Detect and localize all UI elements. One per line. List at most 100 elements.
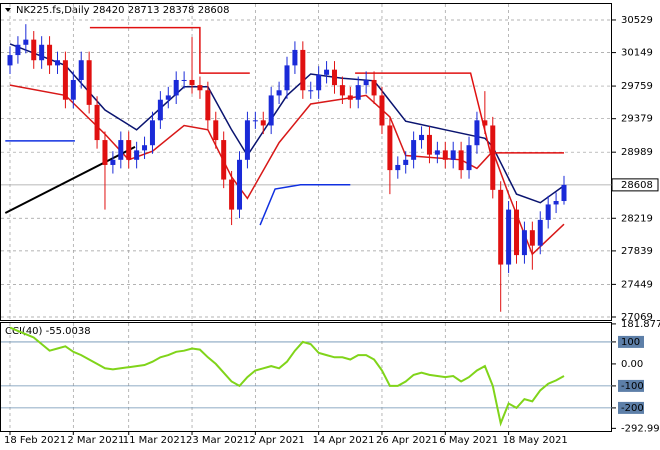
candle-body (110, 159, 116, 165)
last-high: 28713 (128, 5, 160, 16)
y-tick-label: 100 (621, 337, 640, 348)
candle-body (94, 104, 100, 141)
candle-body (545, 204, 551, 220)
candle-body (197, 85, 203, 91)
candle-body (126, 140, 132, 160)
candle-body (260, 120, 266, 126)
y-tick-label: 27839 (621, 246, 653, 257)
candle-body (514, 209, 520, 256)
candle-body (506, 209, 512, 265)
indicator-title: CCI(40) -55.0038 (5, 326, 91, 337)
candle-body (213, 120, 219, 141)
candle-body (23, 39, 29, 45)
candle-body (426, 134, 432, 155)
candle-body (276, 90, 282, 96)
last-close: 28608 (198, 5, 230, 16)
x-tick-label: 2 Apr 2021 (249, 435, 304, 446)
y-tick-label: 29379 (621, 114, 653, 125)
candle-body (47, 44, 53, 66)
candle-body (521, 230, 527, 256)
candle-body (221, 140, 227, 180)
candle-body (324, 69, 330, 75)
candle-body (308, 90, 314, 92)
candle-body (331, 69, 337, 86)
candle-body (39, 44, 45, 61)
candle-body (498, 189, 504, 265)
candle-body (300, 49, 306, 91)
line (9, 84, 565, 256)
main-frame (0, 3, 612, 321)
candle-body (244, 120, 250, 160)
candle-body (149, 120, 155, 146)
y-tick-label: 27069 (621, 312, 653, 323)
candle-body (466, 145, 472, 171)
candle-body (157, 99, 163, 121)
candle-body (474, 120, 480, 146)
candle-body (118, 140, 124, 160)
y-tick-label: 28989 (621, 147, 653, 158)
line (5, 140, 351, 226)
candle-body (355, 85, 361, 100)
candle-body (529, 230, 535, 246)
x-tick-label: 23 Mar 2021 (186, 435, 249, 446)
candle-body (411, 140, 417, 160)
y-tick-label: 30529 (621, 15, 653, 26)
candle-body (419, 134, 425, 141)
candle-body (142, 145, 148, 151)
level-box (618, 335, 644, 348)
y-tick-label: 181.8772 (621, 319, 660, 330)
candle-body (268, 95, 274, 126)
level-box (618, 379, 644, 392)
candle-body (284, 65, 290, 91)
x-tick-label: 14 Apr 2021 (313, 435, 375, 446)
candle-body (482, 120, 488, 126)
candle-body (292, 49, 298, 66)
level-box (618, 401, 644, 414)
x-tick-label: 11 Mar 2021 (123, 435, 186, 446)
y-tick-label: 30149 (621, 48, 653, 59)
x-tick-label: 18 Feb 2021 (4, 435, 66, 446)
y-tick-label: 29759 (621, 81, 653, 92)
candle-body (62, 60, 68, 100)
candle-body (54, 60, 60, 66)
y-tick-label: 28219 (621, 213, 653, 224)
candle-body (403, 159, 409, 165)
candle-body (379, 95, 385, 126)
symbol: NK225.fs,Daily (16, 5, 90, 16)
y-tick-label: -292.990 (621, 423, 660, 434)
candle-body (134, 150, 140, 160)
menu-triangle[interactable] (5, 8, 11, 12)
x-tick-label: 18 May 2021 (503, 435, 568, 446)
x-tick-label: 2 Mar 2021 (67, 435, 124, 446)
candle-body (189, 79, 195, 86)
candle-body (15, 44, 21, 56)
candle-body (442, 150, 448, 160)
x-tick-label: 6 May 2021 (439, 435, 498, 446)
candle-body (561, 184, 567, 202)
candle-body (86, 60, 92, 105)
candle-body (165, 95, 171, 100)
line (89, 26, 564, 154)
candle-body (173, 79, 179, 96)
x-tick-label: 26 Apr 2021 (376, 435, 438, 446)
candle-body (490, 125, 496, 190)
y-tick-label: 0.00 (621, 359, 643, 370)
candle-body (229, 179, 235, 210)
candle-body (252, 120, 258, 122)
y-tick-label: -100 (621, 381, 644, 392)
candle-body (363, 79, 369, 86)
indicator-frame (0, 322, 612, 432)
candle-body (395, 164, 401, 171)
candle-body (70, 79, 76, 100)
candle-body (237, 159, 243, 210)
last-low: 28378 (163, 5, 195, 16)
candle-body (316, 74, 322, 91)
y-tick-label: 27449 (621, 279, 653, 290)
candle-body (181, 79, 187, 81)
y-tick-label: -200 (621, 403, 644, 414)
candle-body (450, 150, 456, 160)
candle-body (78, 60, 84, 80)
candle-body (31, 39, 37, 61)
candle-body (553, 201, 559, 205)
